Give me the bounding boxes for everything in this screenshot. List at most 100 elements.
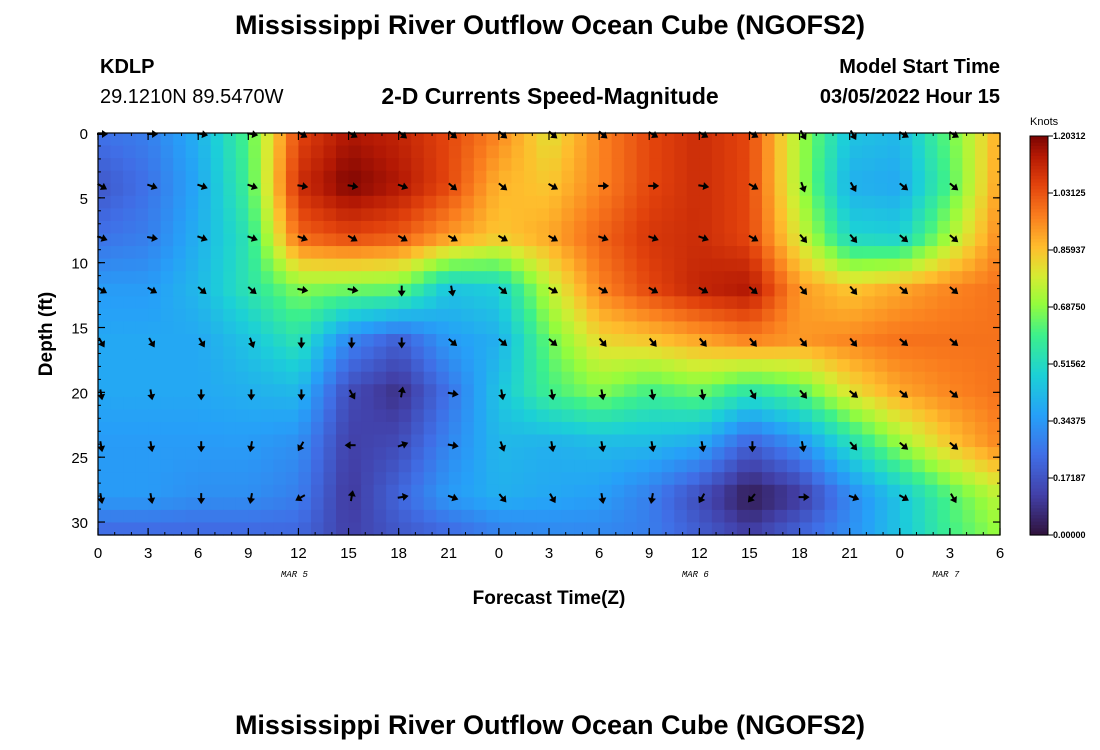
- heatmap-cell: [937, 359, 951, 373]
- heatmap-cell: [711, 484, 725, 498]
- heatmap-cell: [298, 321, 312, 335]
- heatmap-cell: [160, 145, 174, 159]
- heatmap-cell: [774, 497, 788, 511]
- heatmap-cell: [636, 421, 650, 436]
- heatmap-cell: [348, 359, 362, 373]
- heatmap-cell: [210, 183, 224, 197]
- heatmap-cell: [686, 409, 700, 423]
- heatmap-cell: [523, 472, 538, 486]
- heatmap-cell: [160, 334, 174, 348]
- colorbar-segment: [1030, 182, 1048, 187]
- heatmap-cell: [799, 409, 813, 423]
- colorbar-segment: [1030, 515, 1048, 519]
- heatmap-cell: [761, 296, 776, 310]
- heatmap-cell: [235, 371, 249, 385]
- heatmap-cell: [987, 195, 1001, 209]
- heatmap-cell: [787, 421, 801, 436]
- heatmap-cell: [624, 484, 638, 498]
- heatmap-cell: [649, 459, 663, 473]
- heatmap-cell: [774, 421, 788, 436]
- colorbar-segment: [1030, 312, 1048, 317]
- heatmap-cell: [812, 158, 826, 172]
- current-arrow: [749, 389, 757, 400]
- heatmap-cell: [974, 384, 989, 398]
- heatmap-cell: [824, 271, 838, 285]
- heatmap-cell: [824, 384, 838, 398]
- heatmap-cell: [899, 258, 913, 272]
- heatmap-cell: [148, 396, 162, 410]
- heatmap-cell: [461, 308, 475, 323]
- heatmap-cell: [736, 183, 751, 197]
- heatmap-cell: [123, 246, 137, 260]
- heatmap-cell: [336, 220, 350, 235]
- heatmap-cell: [561, 271, 575, 285]
- heatmap-cell: [123, 308, 137, 323]
- heatmap-cell: [210, 258, 224, 272]
- heatmap-cell: [98, 208, 112, 222]
- heatmap-cell: [574, 321, 588, 335]
- heatmap-cell: [611, 208, 625, 222]
- heatmap-cell: [736, 509, 751, 524]
- heatmap-cell: [849, 296, 863, 310]
- colorbar-segment: [1030, 265, 1048, 270]
- heatmap-cell: [361, 321, 375, 335]
- heatmap-cell: [536, 233, 550, 247]
- heatmap-cell: [962, 271, 976, 285]
- heatmap-cell: [398, 271, 412, 285]
- heatmap-cell: [336, 308, 350, 323]
- current-arrow: [147, 492, 156, 504]
- heatmap-cell: [511, 497, 525, 511]
- heatmap-cell: [523, 233, 538, 247]
- heatmap-cell: [924, 472, 938, 486]
- heatmap-cell: [749, 246, 763, 260]
- heatmap-cell: [448, 484, 462, 498]
- heatmap-cell: [561, 220, 575, 235]
- heatmap-cell: [448, 459, 462, 473]
- heatmap-cell: [761, 409, 776, 423]
- heatmap-cell: [123, 145, 137, 159]
- current-arrow: [799, 337, 808, 347]
- heatmap-cell: [398, 308, 412, 323]
- heatmap-cell: [949, 447, 964, 461]
- heatmap-cell: [824, 346, 838, 360]
- heatmap-cell: [160, 384, 174, 398]
- heatmap-cell: [160, 271, 174, 285]
- heatmap-cell: [185, 409, 199, 423]
- colorbar-segment: [1030, 325, 1048, 330]
- heatmap-cell: [761, 359, 776, 373]
- heatmap-cell: [611, 334, 625, 348]
- heatmap-cell: [235, 220, 249, 235]
- heatmap-cell: [273, 133, 287, 147]
- heatmap-cell: [887, 296, 901, 310]
- heatmap-cell: [962, 472, 976, 486]
- current-arrow: [397, 337, 406, 349]
- heatmap-cell: [260, 509, 274, 524]
- heatmap-cell: [98, 346, 112, 360]
- heatmap-cell: [436, 308, 450, 323]
- heatmap-cell: [699, 509, 713, 524]
- heatmap-cell: [812, 258, 826, 272]
- heatmap-cell: [636, 459, 650, 473]
- x-tick-label: 18: [791, 545, 808, 562]
- heatmap-cell: [160, 308, 174, 323]
- heatmap-cell: [824, 321, 838, 335]
- heatmap-cell: [661, 334, 675, 348]
- heatmap-cell: [361, 170, 375, 184]
- heatmap-cell: [937, 220, 951, 235]
- heatmap-cell: [937, 183, 951, 197]
- heatmap-cell: [874, 447, 888, 461]
- heatmap-cell: [536, 170, 550, 184]
- heatmap-cell: [887, 421, 901, 436]
- heatmap-cell: [624, 459, 638, 473]
- heatmap-cell: [248, 346, 262, 360]
- heatmap-cell: [711, 158, 725, 172]
- heatmap-cell: [273, 346, 287, 360]
- current-arrow: [397, 386, 406, 398]
- heatmap-cell: [386, 296, 400, 310]
- heatmap-cell: [611, 522, 625, 536]
- y-tick-label: 0: [80, 126, 88, 143]
- heatmap-cell: [98, 359, 112, 373]
- heatmap-cell: [398, 371, 412, 385]
- heatmap-cell: [686, 359, 700, 373]
- heatmap-cell: [599, 459, 613, 473]
